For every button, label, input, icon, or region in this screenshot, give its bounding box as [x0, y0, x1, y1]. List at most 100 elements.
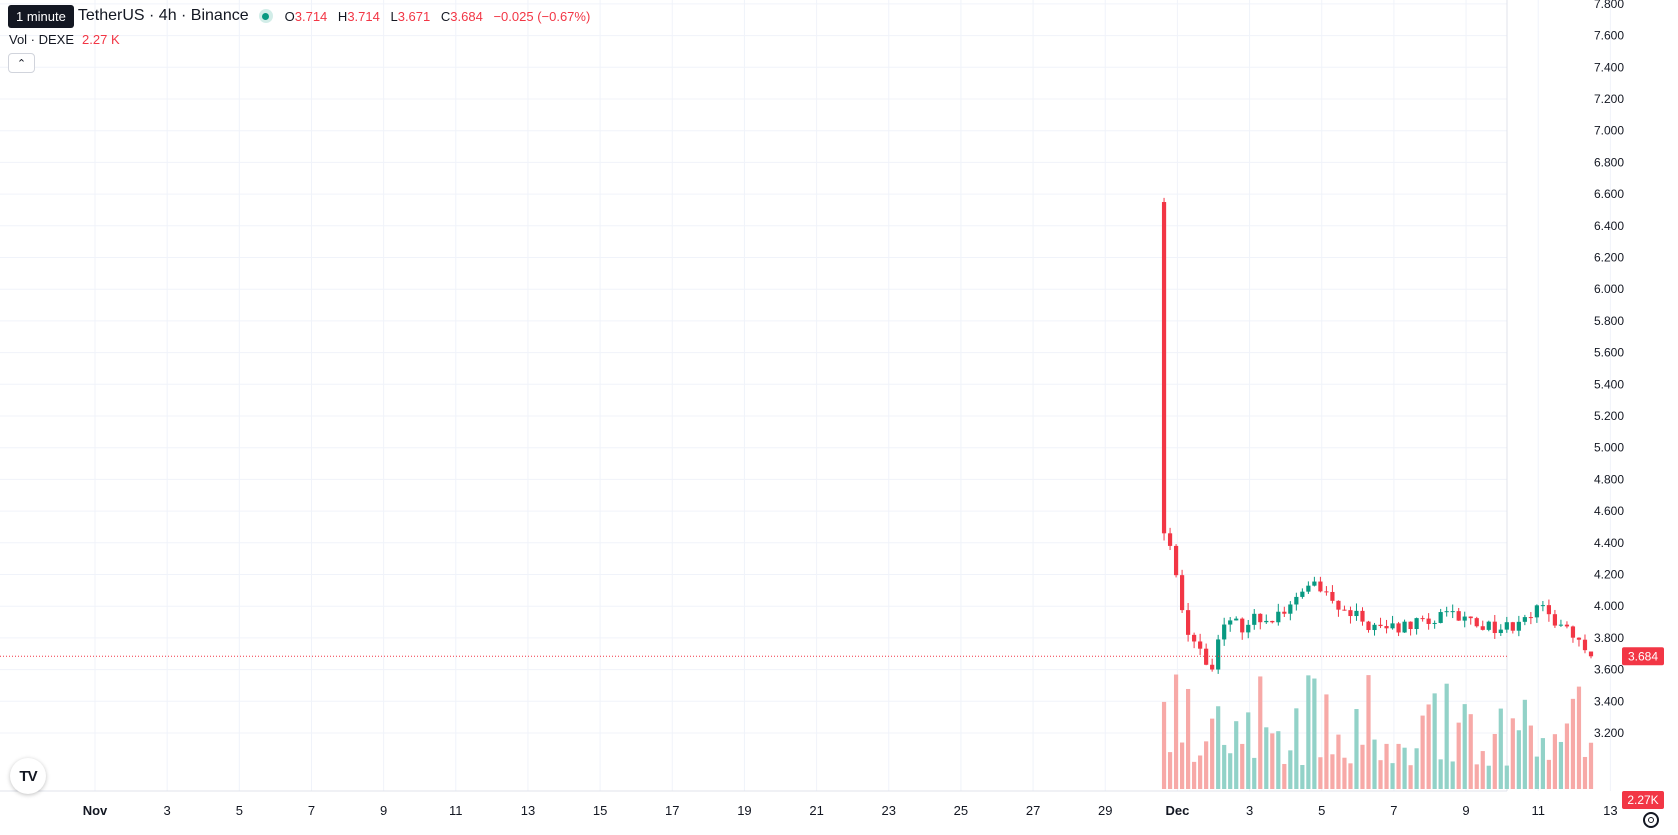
volume-bar: [1552, 734, 1558, 789]
time-tick-label: 23: [882, 803, 896, 818]
price-tick-label: 6.000: [1594, 282, 1624, 296]
candle: [1288, 601, 1293, 621]
candle-body: [1173, 545, 1179, 576]
volume-bar: [1192, 761, 1197, 789]
volume-bar: [1246, 712, 1251, 789]
time-tick-label: 11: [449, 803, 463, 818]
settings-gear-icon[interactable]: [1643, 812, 1659, 828]
candle-body: [1384, 626, 1389, 629]
candle: [1306, 581, 1311, 594]
candle-body: [1312, 581, 1317, 586]
time-tick-label: 25: [954, 803, 968, 818]
tradingview-logo-icon[interactable]: TV: [10, 758, 46, 794]
candle-body: [1564, 624, 1570, 627]
volume-bar: [1534, 756, 1539, 789]
candle: [1432, 620, 1437, 629]
volume-bar: [1372, 739, 1377, 789]
candle-body: [1210, 664, 1215, 670]
time-tick-label: 13: [521, 803, 535, 818]
candle-body: [1570, 626, 1576, 638]
price-tick-label: 5.800: [1594, 314, 1624, 328]
symbol-title[interactable]: TetherUS · 4h · Binance: [77, 7, 249, 24]
volume-bar: [1516, 730, 1521, 789]
volume-bar: [1474, 764, 1479, 789]
candle-body: [1546, 605, 1552, 615]
grid-lines: [0, 0, 1611, 791]
candle-body: [1258, 613, 1263, 623]
candle-body: [1324, 591, 1329, 593]
candle-body: [1504, 622, 1509, 630]
candle-body: [1378, 624, 1383, 627]
close-value: 3.684: [450, 8, 483, 24]
candle: [1192, 632, 1197, 649]
candle: [1468, 616, 1473, 625]
volume-bar: [1336, 734, 1341, 789]
candle-body: [1438, 612, 1443, 623]
candle-body: [1480, 626, 1485, 630]
low-label: L: [390, 8, 398, 24]
open-value: 3.714: [294, 8, 328, 24]
candle-body: [1360, 610, 1365, 622]
candle: [1474, 616, 1479, 628]
candle: [1498, 624, 1503, 637]
volume-bars: [1161, 674, 1594, 789]
volume-bar: [1540, 738, 1545, 789]
price-tick-label: 6.600: [1594, 187, 1624, 201]
time-tick-label: 5: [236, 803, 243, 818]
last-volume-badge: [1622, 791, 1664, 809]
candle-body: [1167, 533, 1173, 546]
price-tick-label: 5.600: [1594, 346, 1624, 360]
candle: [1173, 544, 1179, 578]
price-tick-label: 5.200: [1594, 409, 1624, 423]
volume-bar: [1588, 742, 1594, 789]
volume-bar: [1426, 704, 1431, 789]
volume-bar: [1342, 757, 1347, 789]
time-tick-label: 15: [593, 803, 607, 818]
time-tick-label: 17: [665, 803, 679, 818]
volume-bar: [1576, 686, 1582, 789]
candle-body: [1516, 621, 1521, 631]
candle: [1264, 614, 1269, 624]
candle: [1438, 608, 1443, 624]
volume-bar: [1492, 733, 1497, 789]
volume-bar: [1480, 751, 1485, 789]
volume-bar: [1450, 761, 1455, 789]
volume-bar: [1564, 723, 1570, 789]
price-tick-label: 3.400: [1594, 694, 1624, 708]
low-value: 3.671: [397, 8, 431, 24]
candle: [1492, 614, 1497, 639]
price-tick-label: 4.800: [1594, 472, 1624, 486]
time-tick-label: 9: [380, 803, 387, 818]
volume-bar: [1402, 747, 1407, 789]
volume-bar: [1504, 765, 1509, 789]
volume-bar: [1378, 760, 1383, 789]
candle-body: [1179, 575, 1185, 611]
candle-body: [1522, 617, 1527, 622]
last-price-badge: [1622, 647, 1664, 666]
candle-body: [1318, 581, 1323, 592]
candle-body: [1282, 611, 1287, 614]
candle-body: [1576, 637, 1582, 640]
candle-body: [1390, 623, 1395, 629]
candle: [1228, 617, 1233, 632]
collapse-legend-button[interactable]: ⌃: [8, 53, 35, 73]
candle: [1576, 637, 1582, 647]
price-change: −0.025 (−0.67%): [493, 8, 591, 24]
volume-legend: Vol · DEXE 2.27 K: [9, 32, 120, 47]
chart-header: 1 minute TetherUS · 4h · Binance O3.714 …: [0, 4, 590, 28]
volume-bar: [1528, 725, 1533, 789]
volume-bar: [1210, 718, 1215, 789]
candle: [1486, 620, 1491, 632]
candle: [1198, 633, 1203, 656]
volume-bar: [1582, 756, 1588, 789]
time-tick-label: 7: [1390, 803, 1397, 818]
volume-bar: [1444, 683, 1449, 789]
volume-bar: [1384, 743, 1389, 789]
volume-bar: [1348, 763, 1353, 789]
price-tick-label: 7.000: [1594, 124, 1624, 138]
candle-body: [1246, 624, 1251, 633]
candle: [1240, 617, 1245, 640]
price-tick-label: 3.200: [1594, 726, 1624, 740]
candle: [1210, 658, 1215, 672]
